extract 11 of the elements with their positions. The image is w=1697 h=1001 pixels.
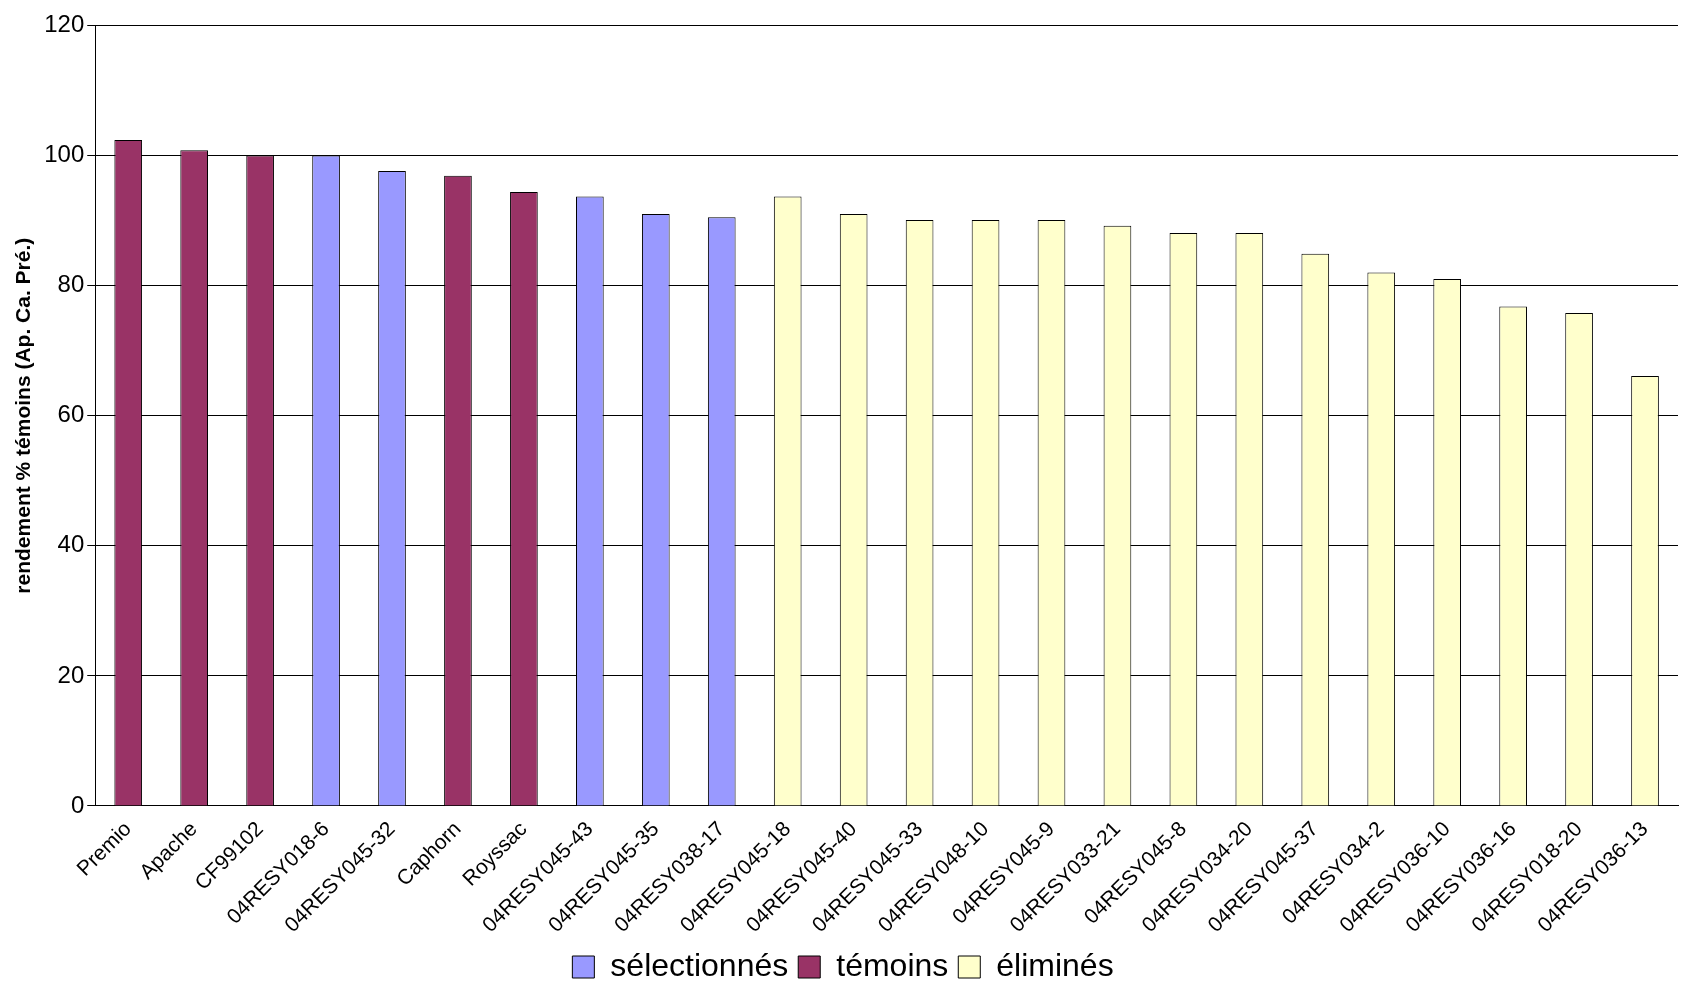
legend-label: témoins — [836, 946, 949, 983]
y-axis-title: rendement % témoins (Ap. Ca. Pré.) — [11, 237, 35, 594]
y-tick-label: 120 — [44, 10, 85, 38]
y-tick-label: 40 — [57, 530, 85, 558]
y-tick-label: 60 — [57, 400, 85, 428]
legend-label: éliminés — [996, 946, 1114, 983]
y-tick-label: 100 — [44, 140, 85, 168]
legend-label: sélectionnés — [610, 946, 789, 983]
y-tick-label: 80 — [57, 270, 85, 298]
y-tick-label: 20 — [57, 660, 85, 688]
y-tick-label: 0 — [70, 790, 85, 818]
